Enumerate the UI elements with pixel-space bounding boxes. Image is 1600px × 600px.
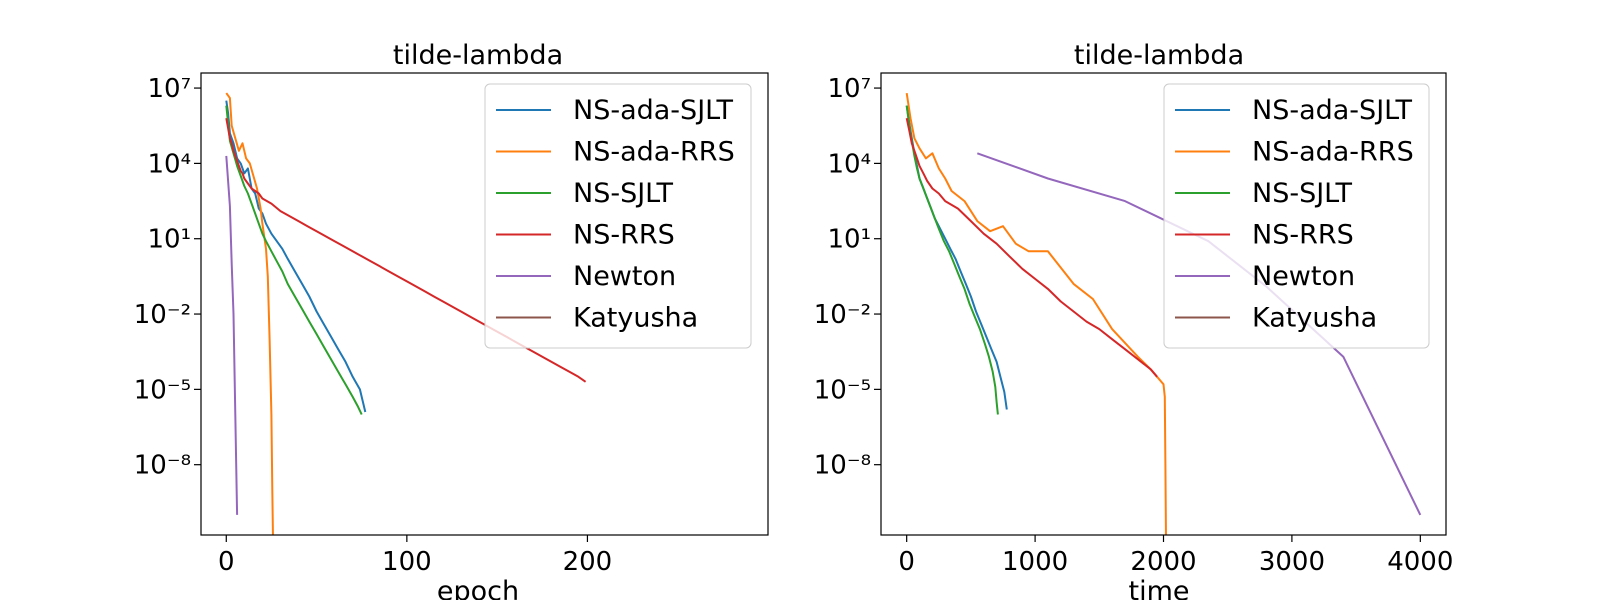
legend-label: Katyusha bbox=[573, 303, 698, 334]
x-tick-label: 0 bbox=[898, 547, 915, 577]
y-tick-label: 10¹ bbox=[147, 225, 191, 255]
legend-label: NS-RRS bbox=[1252, 220, 1354, 251]
legend-label: NS-SJLT bbox=[1252, 178, 1353, 209]
chart-title: tilde-lambda bbox=[1074, 40, 1244, 71]
legend-label: NS-ada-SJLT bbox=[1252, 95, 1412, 126]
legend-label: Katyusha bbox=[1252, 303, 1377, 334]
y-tick-label: 10⁷ bbox=[147, 74, 191, 104]
legend-box bbox=[1163, 83, 1430, 349]
x-tick-label: 1000 bbox=[1002, 547, 1068, 577]
y-tick-label: 10⁻² bbox=[134, 300, 191, 330]
y-tick-label: 10⁻⁵ bbox=[814, 375, 871, 405]
chart-panel-time: tilde-lambda time 0 1000 2000 3000 4000 10⁷ 10… bbox=[814, 40, 1454, 600]
x-tick-label: 3000 bbox=[1259, 547, 1325, 577]
y-tick-label: 10⁴ bbox=[827, 149, 871, 179]
series-line-ns-ada-sjlt bbox=[225, 100, 367, 413]
y-tick-label: 10⁻⁵ bbox=[134, 375, 191, 405]
series-line-ns-sjlt bbox=[225, 105, 363, 415]
x-tick-label: 200 bbox=[563, 547, 613, 577]
y-tick-label: 10⁷ bbox=[827, 74, 871, 104]
x-tick-label: 100 bbox=[382, 547, 432, 577]
legend-label: Newton bbox=[1252, 261, 1355, 292]
chart-title: tilde-lambda bbox=[393, 40, 563, 71]
chart-panel-epoch: tilde-lambda epoch 0 100 200 10⁷ 10⁴ 10¹ 10⁻² 1… bbox=[134, 40, 769, 600]
legend-label: NS-RRS bbox=[573, 220, 675, 251]
series-line-ns-sjlt bbox=[905, 105, 999, 415]
legend-box bbox=[484, 83, 752, 349]
x-axis-label: time bbox=[1128, 576, 1189, 600]
series-line-newton bbox=[225, 155, 239, 515]
x-tick-label: 0 bbox=[218, 547, 235, 577]
y-tick-label: 10¹ bbox=[827, 225, 871, 255]
legend-label: NS-ada-RRS bbox=[1252, 137, 1414, 168]
legend-label: NS-SJLT bbox=[573, 178, 674, 209]
y-tick-label: 10⁴ bbox=[147, 149, 191, 179]
x-tick-label: 2000 bbox=[1130, 547, 1196, 577]
y-tick-label: 10⁻⁸ bbox=[814, 451, 871, 481]
legend-label: NS-ada-RRS bbox=[573, 137, 735, 168]
y-tick-label: 10⁻² bbox=[814, 300, 871, 330]
x-axis-label: epoch bbox=[437, 576, 519, 600]
series-line-ns-ada-rrs bbox=[225, 92, 274, 535]
x-tick-label: 4000 bbox=[1387, 547, 1453, 577]
series-line-ns-rrs bbox=[905, 117, 1158, 378]
legend-label: NS-ada-SJLT bbox=[573, 95, 733, 126]
plot-frame bbox=[200, 72, 769, 536]
legend-label: Newton bbox=[573, 261, 676, 292]
y-tick-label: 10⁻⁸ bbox=[134, 451, 191, 481]
